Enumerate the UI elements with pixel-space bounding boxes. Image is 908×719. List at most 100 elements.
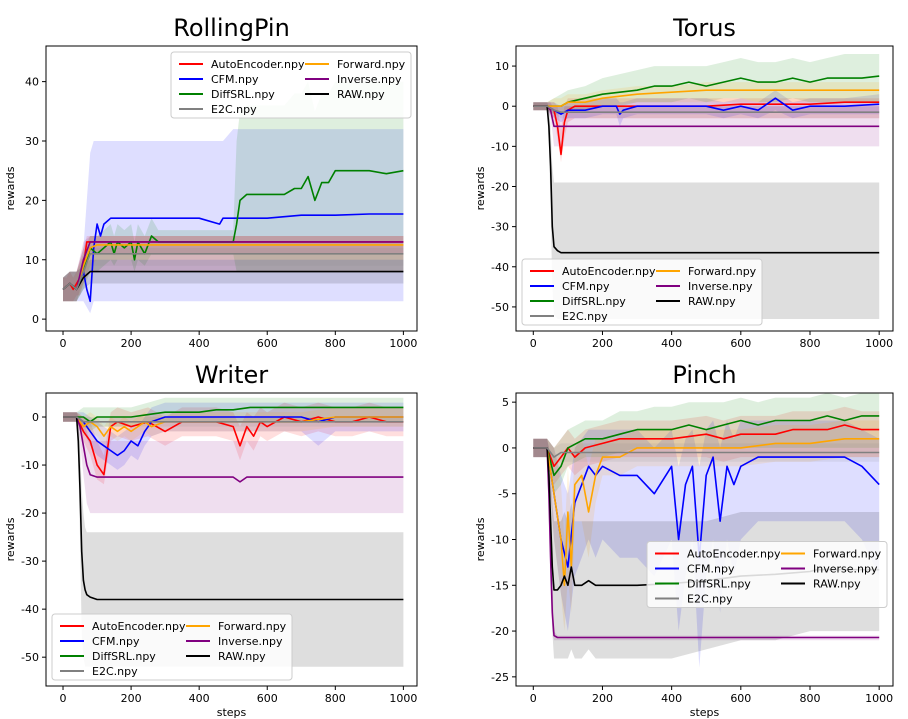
plot-area [63, 397, 404, 667]
x-tick-label: 0 [530, 692, 537, 705]
legend-label-forward: Forward.npy [688, 265, 757, 278]
legend-label-diffsrl: DiffSRL.npy [211, 88, 275, 101]
x-tick-label: 200 [592, 692, 613, 705]
series-line-raw [533, 105, 880, 254]
legend-frame [51, 613, 293, 681]
band-raw [63, 259, 404, 302]
legend-label-forward: Forward.npy [813, 548, 882, 561]
x-tick-label: 800 [799, 692, 820, 705]
legend-label-e2c: E2C.npy [687, 593, 733, 606]
y-tick-label: 0 [32, 411, 39, 424]
legend-label-cfm: CFM.npy [562, 280, 610, 293]
series-line-e2c [63, 416, 404, 423]
chart-title: Torus [672, 14, 736, 42]
legend-label-cfm: CFM.npy [687, 563, 735, 576]
x-tick-label: 1000 [865, 337, 893, 350]
band-autoencoder [63, 402, 404, 485]
band-cfm [63, 129, 404, 314]
band-diffsrl [63, 397, 404, 432]
legend-label-raw: RAW.npy [688, 295, 736, 308]
series-line-e2c [62, 253, 404, 291]
y-tick-label: 30 [25, 135, 39, 148]
x-tick-label: 800 [325, 692, 346, 705]
band-raw [63, 412, 404, 667]
x-tick-label: 400 [189, 337, 210, 350]
x-tick-label: 0 [60, 337, 67, 350]
series-line-forward [533, 437, 880, 587]
legend-label-cfm: CFM.npy [92, 635, 140, 648]
y-tick-label: -15 [491, 579, 509, 592]
plot-area [62, 81, 404, 314]
y-tick-label: -30 [21, 555, 39, 568]
legend-label-diffsrl: DiffSRL.npy [562, 295, 626, 308]
x-tick-label: 400 [661, 337, 682, 350]
y-tick-label: -20 [491, 180, 509, 193]
band-e2c [63, 247, 404, 302]
legend-label-forward: Forward.npy [337, 58, 406, 71]
chart-panel-torus: Torus 0 200 400 600 800 1000 -50 -40 -30 -20 -10 0 10… [474, 14, 894, 350]
legend-label-raw: RAW.npy [218, 650, 266, 663]
y-tick-label: -25 [491, 671, 509, 684]
legend-label-inverse: Inverse.npy [813, 563, 878, 576]
series-line-inverse [533, 105, 880, 128]
legend-label-raw: RAW.npy [813, 578, 861, 591]
y-tick-label: -20 [21, 507, 39, 520]
legend: AutoEncoder.npy CFM.npy DiffSRL.npy E2C.npy… [170, 51, 412, 119]
x-tick-label: 800 [325, 337, 346, 350]
legend: AutoEncoder.npy CFM.npy DiffSRL.npy E2C.npy… [646, 541, 888, 608]
band-inverse [63, 412, 404, 514]
series-line-e2c [533, 105, 880, 113]
legend-frame [521, 258, 763, 326]
band-autoencoder [63, 236, 404, 302]
axes-frame [45, 45, 418, 332]
y-tick-label: 10 [25, 254, 39, 267]
x-tick-label: 800 [799, 337, 820, 350]
band-forward [533, 420, 880, 632]
x-tick-label: 600 [257, 337, 278, 350]
series-line-cfm [533, 447, 880, 568]
x-tick-label: 600 [730, 692, 751, 705]
band-e2c [63, 412, 404, 427]
chart-title: Pinch [672, 361, 736, 389]
series-line-cfm [62, 213, 404, 303]
x-tick-label: 1000 [389, 337, 417, 350]
y-tick-label: -10 [21, 459, 39, 472]
axes-frame [45, 392, 418, 687]
series-line-diffsrl [533, 415, 880, 477]
y-tick-label: 0 [502, 442, 509, 455]
chart-panel-writer: Writer 0 200 400 600 800 1000 -50 -40 -30 -20 -10 0 r… [4, 361, 418, 719]
band-cfm [533, 90, 880, 127]
y-tick-label: 0 [502, 100, 509, 113]
legend-label-autoencoder: AutoEncoder.npy [562, 265, 656, 278]
chart-title: RollingPin [173, 14, 290, 42]
band-diffsrl [533, 54, 880, 115]
legend-label-forward: Forward.npy [218, 620, 287, 633]
x-tick-label: 400 [189, 692, 210, 705]
legend-frame [646, 541, 888, 608]
legend-label-raw: RAW.npy [337, 88, 385, 101]
plot-area [533, 393, 880, 668]
legend-label-diffsrl: DiffSRL.npy [92, 650, 156, 663]
y-axis-label: rewards [474, 517, 487, 561]
legend-label-inverse: Inverse.npy [688, 280, 753, 293]
legend-label-e2c: E2C.npy [211, 103, 257, 116]
series-line-cfm [63, 416, 404, 457]
x-tick-label: 0 [60, 692, 67, 705]
series-line-inverse [63, 416, 404, 483]
axes-frame [515, 45, 894, 332]
x-tick-label: 400 [661, 692, 682, 705]
y-tick-label: -30 [491, 221, 509, 234]
y-tick-label: -5 [498, 488, 509, 501]
series-line-autoencoder [533, 101, 880, 156]
y-axis-label: rewards [4, 517, 17, 561]
y-tick-label: -40 [491, 261, 509, 274]
band-forward [63, 236, 404, 302]
y-tick-label: -50 [21, 651, 39, 664]
y-tick-label: -10 [491, 140, 509, 153]
series-line-e2c [533, 447, 880, 458]
y-axis-label: rewards [474, 166, 487, 210]
legend-label-e2c: E2C.npy [92, 665, 138, 678]
y-tick-label: 5 [502, 396, 509, 409]
chart-panel-pinch: Pinch 0 200 400 600 800 1000 -25 -20 -15 -10 -5 0 5 re… [474, 361, 894, 719]
x-tick-label: 200 [592, 337, 613, 350]
